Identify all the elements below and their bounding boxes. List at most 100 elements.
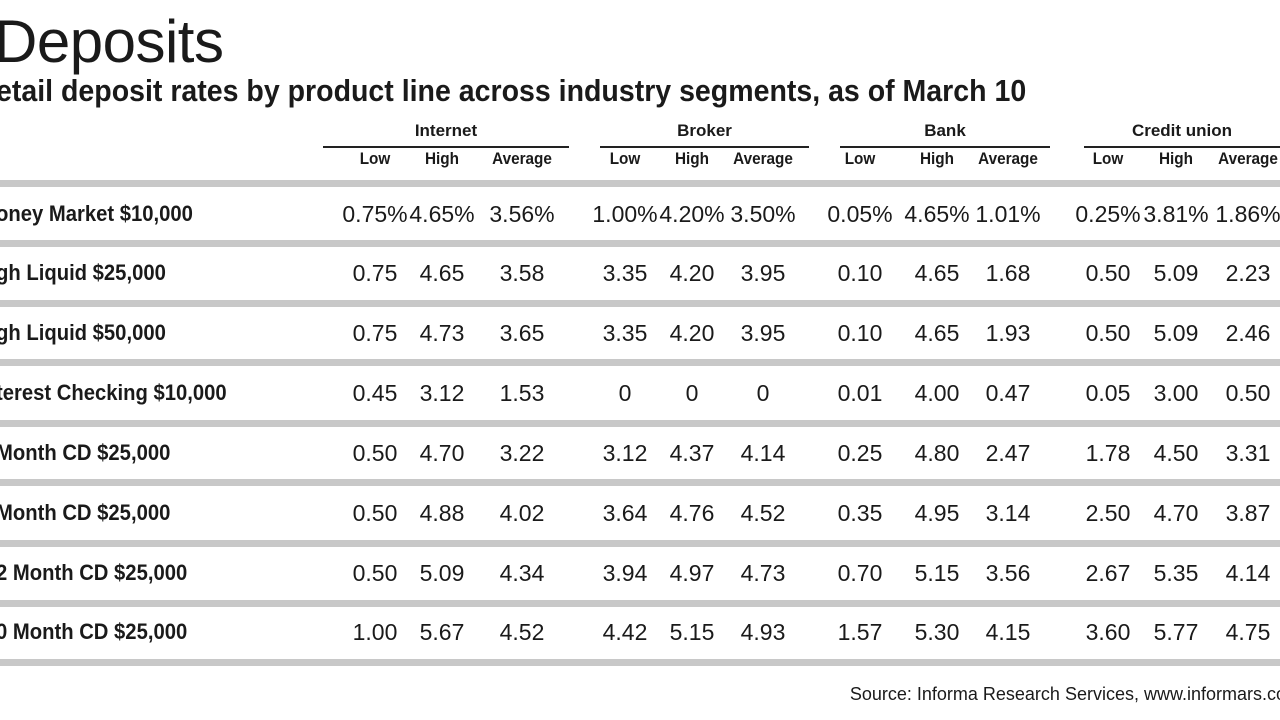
table-cell: 2.67 [1085, 560, 1131, 586]
table-cell: 4.65 [914, 320, 960, 346]
table-cell: 3.14 [985, 500, 1031, 526]
table-cell: 4.15 [985, 619, 1031, 645]
table-cell: 0.75 [352, 320, 398, 346]
group-header-bank: Bank [840, 120, 1050, 148]
row-divider [0, 180, 1280, 187]
table-cell: 3.87 [1225, 500, 1271, 526]
column-header-low: Low [609, 149, 641, 168]
table-cell: 4.76 [669, 500, 715, 526]
table-cell: 4.65% [409, 201, 475, 227]
table-cell: 1.00 [352, 619, 398, 645]
table-cell: 4.73 [740, 560, 786, 586]
table-cell: 4.52 [499, 619, 545, 645]
row-label: Month CD $25,000 [0, 500, 171, 525]
table-cell: 4.00 [914, 380, 960, 406]
table-cell: 0.10 [837, 260, 883, 286]
table-cell: 0 [685, 380, 699, 406]
table-cell: 1.86% [1215, 201, 1280, 227]
table-cell: 4.95 [914, 500, 960, 526]
row-divider [0, 240, 1280, 247]
table-cell: 0.50 [352, 440, 398, 466]
table-cell: 0.01 [837, 380, 883, 406]
table-cell: 3.31 [1225, 440, 1271, 466]
table-cell: 4.80 [914, 440, 960, 466]
table-cell: 5.15 [914, 560, 960, 586]
table-cell: 5.30 [914, 619, 960, 645]
table-cell: 4.65 [419, 260, 465, 286]
table-cell: 3.58 [499, 260, 545, 286]
table-cell: 4.50 [1153, 440, 1199, 466]
row-divider [0, 420, 1280, 427]
row-label: 2 Month CD $25,000 [0, 560, 188, 585]
table-cell: 5.09 [1153, 260, 1199, 286]
table-cell: 3.65 [499, 320, 545, 346]
table-cell: 4.93 [740, 619, 786, 645]
table-cell: 2.50 [1085, 500, 1131, 526]
row-divider [0, 600, 1280, 607]
group-header-internet: Internet [323, 120, 569, 148]
row-divider [0, 300, 1280, 307]
table-cell: 5.35 [1153, 560, 1199, 586]
table-cell: 3.56 [985, 560, 1031, 586]
table-cell: 4.02 [499, 500, 545, 526]
table-cell: 1.57 [837, 619, 883, 645]
row-divider [0, 479, 1280, 486]
table-cell: 0.10 [837, 320, 883, 346]
row-label: 0 Month CD $25,000 [0, 619, 188, 644]
table-cell: 5.09 [419, 560, 465, 586]
table-cell: 0 [756, 380, 770, 406]
column-header-average: Average [1218, 149, 1278, 168]
table-cell: 0.05% [827, 201, 893, 227]
table-cell: 3.22 [499, 440, 545, 466]
table-cell: 3.35 [602, 260, 648, 286]
table-cell: 5.09 [1153, 320, 1199, 346]
table-cell: 4.20 [669, 260, 715, 286]
table-cell: 0 [618, 380, 632, 406]
table-cell: 4.37 [669, 440, 715, 466]
table-cell: 5.77 [1153, 619, 1199, 645]
table-cell: 4.75 [1225, 619, 1271, 645]
table-cell: 3.95 [740, 260, 786, 286]
table-cell: 0.50 [1085, 320, 1131, 346]
table-cell: 5.15 [669, 619, 715, 645]
table-cell: 4.14 [1225, 560, 1271, 586]
table-cell: 4.70 [419, 440, 465, 466]
table-cell: 3.81% [1143, 201, 1209, 227]
table-cell: 3.12 [602, 440, 648, 466]
table-cell: 1.01% [975, 201, 1041, 227]
table-cell: 2.23 [1225, 260, 1271, 286]
column-header-high: High [1158, 149, 1194, 168]
table-cell: 0.45 [352, 380, 398, 406]
table-cell: 1.53 [499, 380, 545, 406]
table-cell: 0.25% [1075, 201, 1141, 227]
table-cell: 4.97 [669, 560, 715, 586]
table-cell: 2.47 [985, 440, 1031, 466]
table-cell: 4.73 [419, 320, 465, 346]
source-note: Source: Informa Research Services, www.i… [849, 684, 1280, 704]
row-divider [0, 659, 1280, 666]
column-header-low: Low [359, 149, 391, 168]
table-cell: 4.52 [740, 500, 786, 526]
table-cell: 0.50 [1085, 260, 1131, 286]
table-cell: 0.35 [837, 500, 883, 526]
table-cell: 0.75 [352, 260, 398, 286]
table-cell: 2.46 [1225, 320, 1271, 346]
table-cell: 4.14 [740, 440, 786, 466]
table-cell: 5.67 [419, 619, 465, 645]
table-cell: 3.60 [1085, 619, 1131, 645]
row-label: oney Market $10,000 [0, 201, 193, 226]
column-header-average: Average [733, 149, 793, 168]
table-cell: 3.12 [419, 380, 465, 406]
table-cell: 3.95 [740, 320, 786, 346]
row-label: Month CD $25,000 [0, 440, 171, 465]
table-cell: 4.65 [914, 260, 960, 286]
table-cell: 0.50 [1225, 380, 1271, 406]
table-cell: 0.70 [837, 560, 883, 586]
table-cell: 0.25 [837, 440, 883, 466]
table-cell: 3.35 [602, 320, 648, 346]
column-header-average: Average [978, 149, 1038, 168]
table-cell: 0.50 [352, 560, 398, 586]
row-label: terest Checking $10,000 [0, 380, 227, 405]
table-cell: 3.64 [602, 500, 648, 526]
table-title: Deposits [0, 8, 224, 75]
